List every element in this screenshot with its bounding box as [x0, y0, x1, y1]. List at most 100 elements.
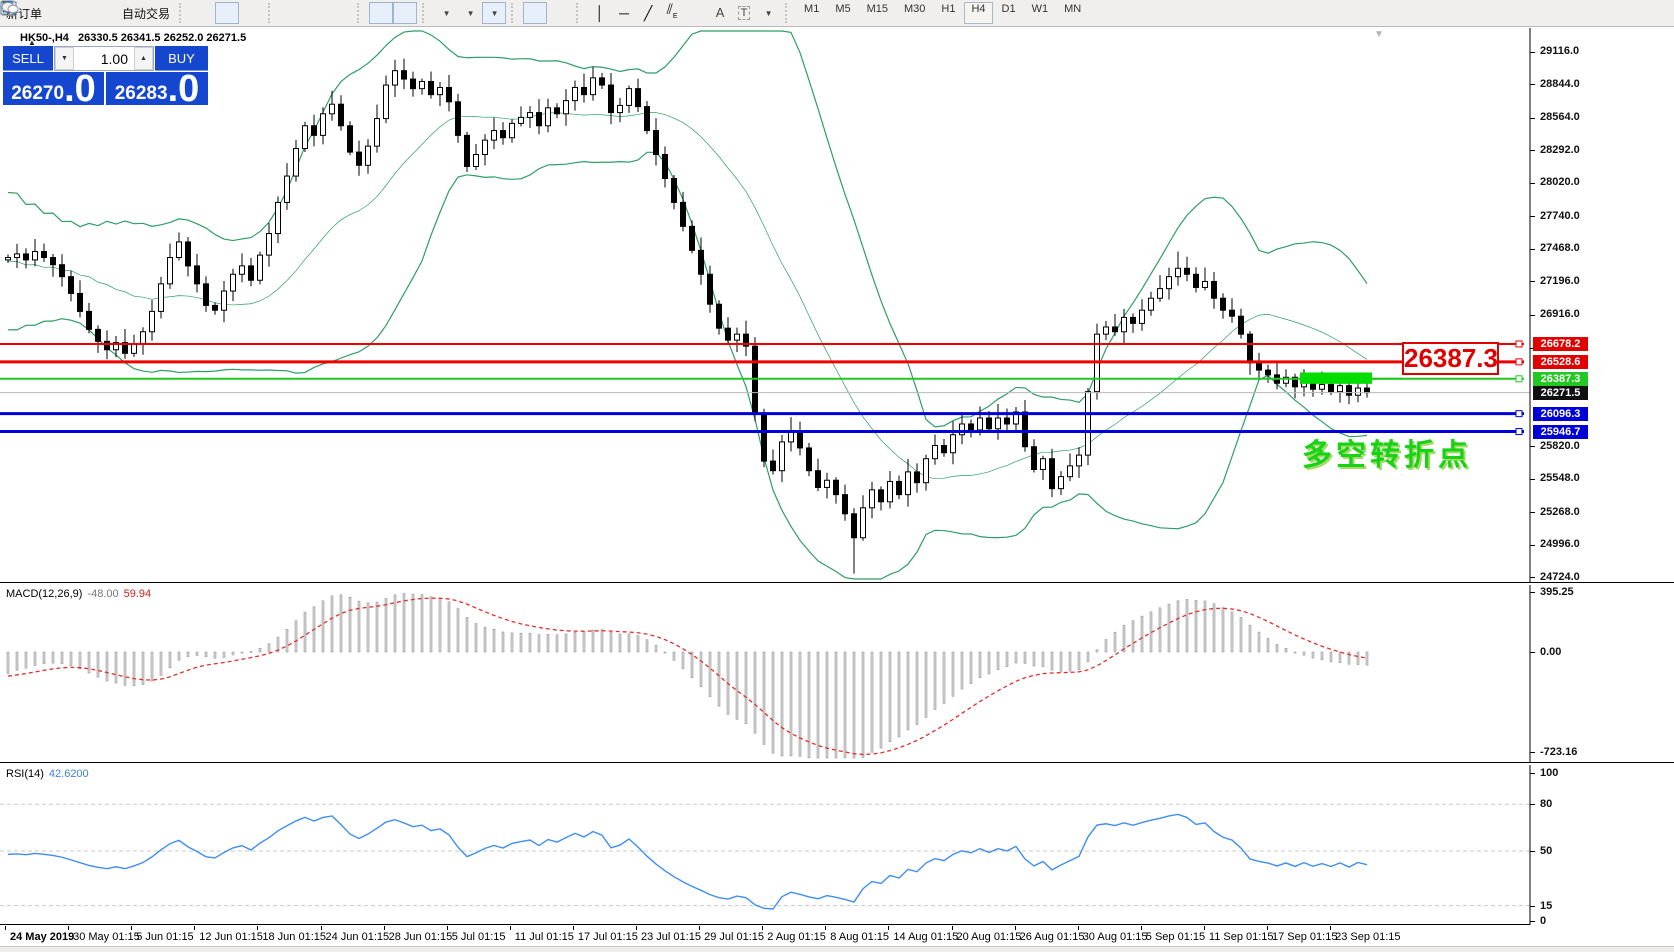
chat-button[interactable] — [1, 2, 1660, 24]
timeframe-button-h4[interactable]: H4 — [964, 2, 993, 24]
price-callout-box[interactable]: 26387.3 — [1402, 342, 1499, 375]
macd-histogram-bar — [1311, 651, 1315, 659]
time-tick-label: 2 Aug 01:15 — [767, 931, 826, 943]
volume-decrease-button[interactable]: ▼ — [55, 47, 74, 70]
candle — [617, 104, 623, 114]
search-button[interactable] — [2, 1, 1606, 24]
crosshair-tool-button[interactable] — [1, 1, 571, 24]
arrows-dropdown[interactable]: ▼ — [2, 2, 780, 24]
price-chart-panel[interactable]: 29116.0 28844.0 28564.0 28292.0 28020.0 27740… — [0, 28, 1674, 583]
vertical-line-tool[interactable]: │ — [588, 2, 612, 24]
metaeditor-button[interactable] — [1, 2, 70, 24]
zoom-out-button[interactable] — [1, 1, 328, 24]
macd-histogram-bar — [1221, 607, 1225, 653]
autotrading-button[interactable]: 自动交易 — [0, 1, 174, 24]
candle — [257, 254, 263, 281]
text-label-tool[interactable]: T — [732, 2, 756, 24]
volume-input[interactable]: 1.00 — [100, 50, 128, 67]
macd-histogram-bar — [537, 634, 541, 653]
bollinger-upper-band — [7, 30, 1368, 428]
one-click-trading-widget: SELL ▼ 1.00 ▲ BUY 26270.0 26283.0 — [3, 46, 208, 110]
candle — [1202, 280, 1208, 288]
time-axis[interactable]: 24 May 2019 30 May 01:15 5 Jun 01:15 12 Jun… — [0, 926, 1674, 946]
macd-histogram-bar — [69, 651, 73, 666]
timeframe-button-m30[interactable]: M30 — [904, 3, 926, 15]
periods-dropdown[interactable]: ▼ — [0, 0, 482, 24]
sell-price-pips: .0 — [64, 68, 96, 110]
macd-histogram-bar — [546, 633, 550, 653]
chart-shift-button[interactable] — [1, 2, 418, 24]
hline-handle[interactable] — [1515, 428, 1523, 436]
line-chart-button[interactable] — [1, 2, 263, 24]
macd-histogram-bar — [762, 651, 766, 745]
highlight-band[interactable] — [1300, 372, 1372, 384]
hline-handle[interactable] — [1515, 375, 1523, 383]
buy-button[interactable]: BUY — [155, 46, 208, 71]
macd-histogram-bar — [807, 651, 811, 759]
candle — [500, 130, 506, 139]
macd-tick-label: -723.16 — [1540, 746, 1578, 758]
candle — [428, 80, 434, 96]
templates-dropdown[interactable]: ▼ — [0, 1, 507, 24]
volume-increase-button[interactable]: ▲ — [134, 47, 153, 70]
bar-chart-button[interactable] — [2, 2, 215, 24]
price-tick-label: 27196.0 — [1540, 274, 1580, 287]
timeframe-button-w1[interactable]: W1 — [1031, 3, 1049, 15]
community-button[interactable] — [1, 1, 94, 24]
time-tick-label: 5 Sep 01:15 — [1145, 931, 1206, 943]
candle — [1076, 454, 1082, 467]
timeframe-button-m5[interactable]: M5 — [835, 3, 851, 15]
broadcast-button[interactable] — [2, 1, 118, 24]
macd-panel[interactable]: MACD(12,26,9) -48.00 59.94 395.25 0.00 -723.… — [0, 585, 1674, 762]
candle — [1013, 411, 1019, 425]
macd-histogram-bar — [24, 651, 28, 669]
candle — [347, 125, 353, 153]
candle — [275, 201, 281, 235]
collapse-panel-icon[interactable]: ▲ — [28, 38, 36, 47]
macd-histogram-bar — [573, 631, 577, 653]
auto-scroll-button[interactable] — [1, 2, 394, 24]
timeframe-button-d1[interactable]: D1 — [1001, 3, 1016, 15]
time-tick-label: 14 Aug 01:15 — [893, 931, 959, 943]
cursor-tool-button[interactable] — [3, 1, 548, 24]
indicators-dropdown[interactable]: ▼ — [0, 1, 458, 24]
candle — [518, 116, 524, 124]
zoom-in-button[interactable] — [1, 1, 304, 24]
equidistant-channel-tool[interactable]: ⫽E — [660, 2, 684, 24]
hline-handle[interactable] — [1515, 340, 1523, 348]
rsi-panel[interactable]: RSI(14) 42.6200 100 80 50 15 0 — [0, 765, 1674, 927]
macd-histogram-bar — [1059, 651, 1063, 672]
buy-price[interactable]: 26283.0 — [106, 70, 208, 108]
text-tool[interactable]: A — [708, 2, 732, 24]
candle — [1157, 288, 1163, 299]
candle — [1103, 326, 1109, 335]
fibonacci-tool[interactable]: F — [2, 2, 708, 24]
candlestick-chart-button[interactable] — [2, 1, 240, 24]
timeframe-button-h1[interactable]: H1 — [941, 3, 956, 15]
macd-chart[interactable] — [0, 585, 1674, 762]
rsi-tick-label: 50 — [1540, 845, 1553, 857]
horizontal-line-tool[interactable]: ─ — [612, 2, 636, 24]
trendline-tool[interactable]: ╱ — [636, 2, 660, 24]
macd-histogram-bar — [672, 651, 676, 661]
candle — [842, 494, 848, 515]
hline-handle[interactable] — [1515, 410, 1523, 418]
timeframe-button-m15[interactable]: M15 — [866, 3, 888, 15]
macd-histogram-bar — [114, 651, 118, 684]
hline-handle[interactable] — [1515, 358, 1523, 366]
chart-header: ▲ HK50-,H4 26330.5 26341.5 26252.0 26271… — [6, 32, 246, 47]
chinese-annotation-text[interactable]: 多空转折点 — [1302, 439, 1472, 472]
candle — [59, 264, 65, 278]
timeframe-button-m1[interactable]: M1 — [804, 3, 820, 15]
price-chart[interactable] — [0, 28, 1674, 582]
rsi-chart[interactable] — [0, 765, 1674, 925]
candle — [1220, 297, 1226, 311]
macd-histogram-bar — [186, 651, 190, 657]
timeframe-button-mn[interactable]: MN — [1064, 3, 1082, 15]
sell-button[interactable]: SELL — [3, 46, 53, 71]
sell-price[interactable]: 26270.0 — [3, 68, 104, 110]
tile-windows-button[interactable] — [1, 2, 352, 24]
candle — [905, 471, 911, 496]
time-tick — [1140, 926, 1142, 930]
candle — [968, 423, 974, 431]
